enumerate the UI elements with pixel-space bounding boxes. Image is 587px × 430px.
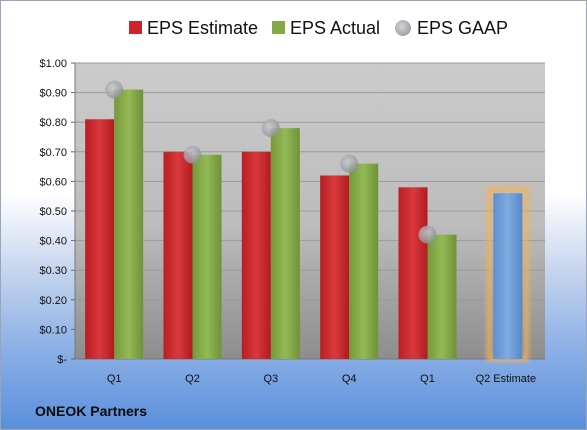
eps-actual-bar — [349, 163, 379, 359]
y-tick-label: $0.70 — [39, 147, 67, 159]
eps-estimate-bar — [320, 175, 350, 359]
legend-label-eps-estimate: EPS Estimate — [147, 18, 258, 38]
legend-label-eps-gaap: EPS GAAP — [417, 18, 508, 38]
y-tick-label: $0.40 — [39, 236, 67, 248]
eps-actual-bar — [427, 234, 457, 359]
x-tick-label: Q2 Estimate — [476, 373, 537, 385]
y-axis: $- $0.10 $0.20 $0.30 $0.40 $0.50 $0.60 $0.70 $0.… — [39, 58, 76, 366]
eps-gaap-point — [183, 145, 202, 164]
eps-estimate-bar — [398, 187, 428, 359]
eps-forecast-bar — [493, 193, 523, 359]
eps-actual-bar — [192, 154, 222, 359]
legend-item-eps-actual: EPS Actual — [272, 18, 380, 38]
x-tick-label: Q1 — [107, 373, 122, 385]
y-tick-label: $- — [57, 354, 67, 366]
y-tick-label: $0.60 — [39, 176, 67, 188]
eps-actual-bar — [114, 89, 144, 359]
legend-item-eps-estimate: EPS Estimate — [129, 18, 258, 38]
gaap-series — [105, 80, 437, 244]
legend-item-eps-gaap: EPS GAAP — [395, 18, 508, 38]
y-tick-label: $1.00 — [39, 58, 67, 70]
eps-estimate-bar — [163, 151, 193, 359]
eps-gaap-point — [261, 119, 280, 138]
legend-swatch-eps-gaap — [395, 20, 411, 36]
x-tick-label: Q3 — [263, 373, 278, 385]
bar-series — [85, 89, 529, 362]
y-tick-label: $0.30 — [39, 265, 67, 277]
eps-estimate-bar — [85, 119, 115, 360]
legend-label-eps-actual: EPS Actual — [290, 18, 380, 38]
x-axis: Q1 Q2 Q3 Q4 Q1 Q2 Estimate — [107, 373, 536, 385]
eps-actual-bar — [270, 128, 300, 359]
y-tick-label: $0.50 — [39, 206, 67, 218]
legend-swatch-eps-actual — [272, 21, 285, 34]
legend: EPS Estimate EPS Actual EPS GAAP — [129, 18, 508, 38]
eps-estimate-bar — [241, 151, 271, 359]
eps-gaap-point — [418, 225, 437, 244]
eps-gaap-point — [340, 154, 359, 173]
eps-gaap-point — [105, 80, 124, 99]
company-label: ONEOK Partners — [35, 403, 148, 419]
y-tick-label: $0.90 — [39, 88, 67, 100]
x-tick-label: Q1 — [420, 373, 435, 385]
y-tick-label: $0.20 — [39, 295, 67, 307]
x-tick-label: Q4 — [342, 373, 357, 385]
legend-swatch-eps-estimate — [129, 21, 142, 34]
y-tick-label: $0.10 — [39, 324, 67, 336]
y-tick-label: $0.80 — [39, 117, 67, 129]
grid-lines — [75, 62, 545, 360]
x-tick-label: Q2 — [185, 373, 200, 385]
